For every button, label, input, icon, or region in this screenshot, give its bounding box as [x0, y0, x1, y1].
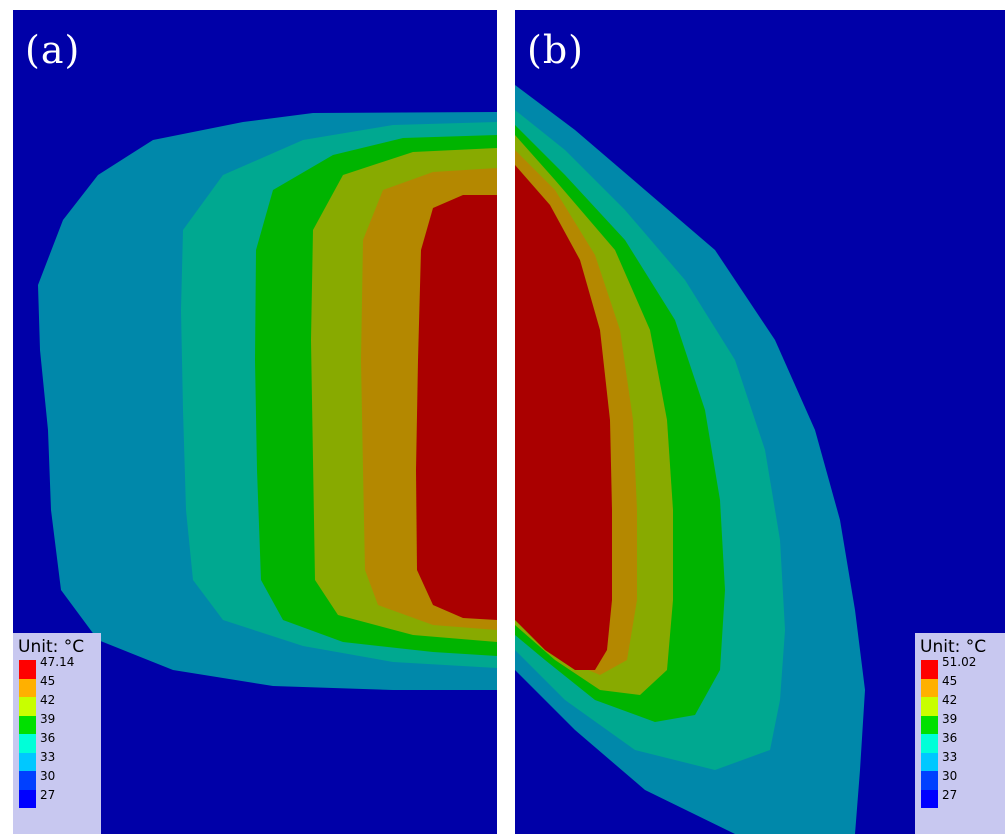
- temperature-contour-panel-a: (a) Unit: °C 47.14 45 42 39 36 33 30 27: [13, 10, 497, 834]
- legend-tick-1: 45: [942, 674, 958, 688]
- legend-tick-6: 30: [942, 769, 958, 783]
- legend-swatch-3: [19, 715, 36, 734]
- legend-swatch-2: [921, 697, 938, 716]
- temperature-contour-panel-b: (b) Unit: °C 51.02 45 42 39 36 33 30 27: [515, 10, 1005, 834]
- legend-swatch-5: [921, 752, 938, 771]
- legend-swatch-7: [19, 789, 36, 808]
- legend-tick-4: 36: [40, 731, 56, 745]
- legend-unit-label: Unit: °C: [920, 637, 987, 657]
- legend-tick-5: 33: [942, 750, 958, 764]
- legend-b: Unit: °C 51.02 45 42 39 36 33 30 27: [915, 633, 1005, 834]
- contour-band-45-b: [515, 165, 612, 670]
- legend-swatch-4: [921, 734, 938, 753]
- legend-tick-7: 27: [40, 788, 56, 802]
- panel-label-a: (a): [25, 28, 81, 72]
- legend-tick-2: 42: [40, 693, 56, 707]
- legend-swatch-1: [19, 678, 36, 697]
- legend-tick-3: 39: [942, 712, 958, 726]
- legend-swatch-6: [921, 771, 938, 790]
- legend-tick-4: 36: [942, 731, 958, 745]
- legend-tick-5: 33: [40, 750, 56, 764]
- legend-tick-6: 30: [40, 769, 56, 783]
- legend-tick-7: 27: [942, 788, 958, 802]
- legend-swatch-0: [19, 660, 36, 679]
- legend-swatch-7: [921, 789, 938, 808]
- legend-swatch-3: [921, 715, 938, 734]
- contour-band-45-a: [416, 195, 497, 620]
- legend-a: Unit: °C 47.14 45 42 39 36 33 30 27: [13, 633, 101, 834]
- legend-swatch-0: [921, 660, 938, 679]
- legend-swatch-1: [921, 678, 938, 697]
- legend-tick-0: 51.02: [942, 655, 977, 669]
- legend-tick-2: 42: [942, 693, 958, 707]
- legend-swatch-2: [19, 697, 36, 716]
- legend-tick-1: 45: [40, 674, 56, 688]
- contour-plot-b: [515, 85, 865, 834]
- legend-swatch-6: [19, 771, 36, 790]
- legend-tick-3: 39: [40, 712, 56, 726]
- legend-unit-label: Unit: °C: [18, 637, 85, 657]
- legend-tick-0: 47.14: [40, 655, 75, 669]
- contour-plot-a: [38, 112, 497, 690]
- panel-label-b: (b): [527, 28, 584, 72]
- legend-swatch-4: [19, 734, 36, 753]
- legend-swatch-5: [19, 752, 36, 771]
